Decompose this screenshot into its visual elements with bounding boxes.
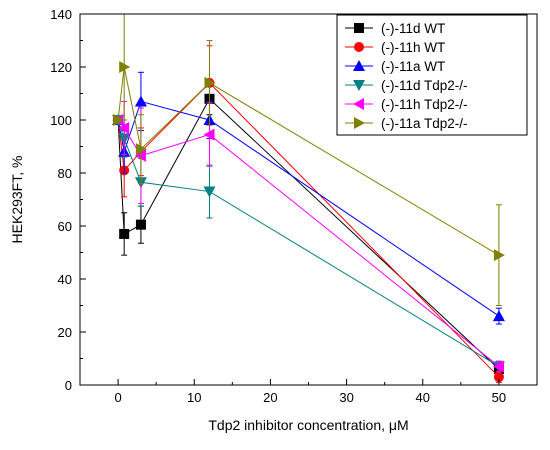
legend-marker <box>354 42 364 52</box>
legend-entry: (-)-11d WT <box>381 21 445 36</box>
legend-entry: (-)-11d Tdp2-/- <box>381 78 468 93</box>
legend-entry: (-)-11a Tdp2-/- <box>381 116 468 131</box>
x-axis-label: Tdp2 inhibitor concentration, μM <box>208 417 408 433</box>
series-line <box>117 119 500 367</box>
data-point <box>134 95 147 107</box>
series-line <box>117 119 500 367</box>
y-tick-label: 100 <box>50 113 72 128</box>
y-axis-label: HEK293FT, % <box>9 156 25 244</box>
legend-marker <box>354 23 364 33</box>
data-point <box>492 310 505 322</box>
y-tick-label: 0 <box>65 378 72 393</box>
y-tick-label: 20 <box>58 325 72 340</box>
y-tick-label: 60 <box>58 219 72 234</box>
data-point <box>113 114 125 126</box>
data-point <box>135 143 147 156</box>
legend-entry: (-)-11h WT <box>381 40 445 55</box>
x-axis: 0 10 20 30 40 50 <box>79 379 506 405</box>
y-axis: 0 20 40 60 80 100 120 140 <box>50 7 86 393</box>
x-tick-label: 0 <box>114 390 121 405</box>
legend-box <box>336 14 528 136</box>
legend-entry: (-)-11a WT <box>381 59 445 74</box>
x-tick-label: 50 <box>492 390 506 405</box>
data-point <box>119 228 130 239</box>
data-point <box>203 186 216 198</box>
y-tick-label: 120 <box>50 60 72 75</box>
y-tick-label: 140 <box>50 7 72 22</box>
series-4 <box>112 115 505 373</box>
data-point <box>119 61 131 73</box>
data-point <box>493 372 504 383</box>
legend-marker <box>353 60 365 71</box>
x-tick-label: 30 <box>339 390 353 405</box>
legend: (-)-11d WT (-)-11h WT (-)-11a WT (-)-11d Td… <box>336 14 528 136</box>
data-point <box>203 128 215 141</box>
series-6 <box>113 13 505 306</box>
y-tick-label: 40 <box>58 272 72 287</box>
legend-entry: (-)-11h Tdp2-/- <box>381 97 468 112</box>
x-tick-label: 10 <box>187 390 201 405</box>
legend-marker <box>354 117 365 129</box>
x-tick-label: 40 <box>416 390 430 405</box>
legend-marker <box>353 80 365 91</box>
data-point <box>204 76 216 89</box>
data-point <box>135 219 146 230</box>
x-tick-label: 20 <box>263 390 277 405</box>
y-tick-label: 80 <box>58 166 72 181</box>
series-line <box>117 97 500 370</box>
legend-marker <box>353 98 364 110</box>
data-point <box>493 249 505 262</box>
data-point <box>118 121 130 134</box>
data-point <box>492 360 504 373</box>
plot-area <box>112 13 505 383</box>
